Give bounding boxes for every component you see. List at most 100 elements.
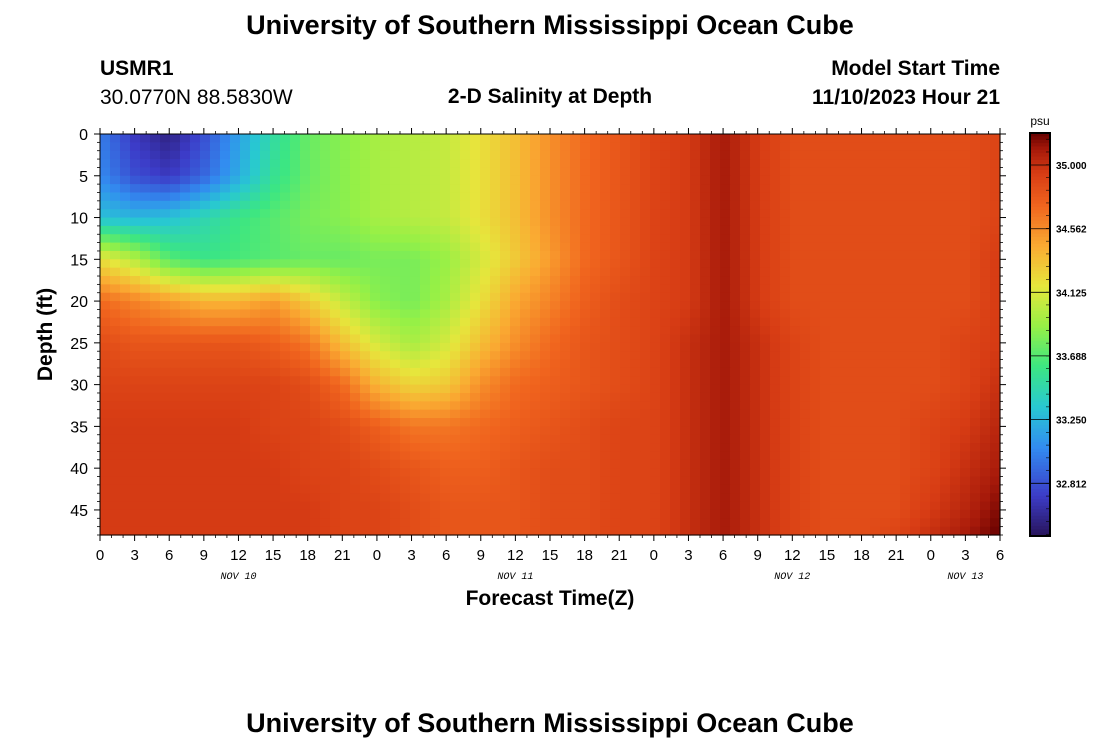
heatmap-cell	[580, 501, 591, 511]
heatmap-cell	[730, 351, 741, 361]
heatmap-cell	[410, 309, 421, 319]
heatmap-cell	[320, 418, 331, 427]
heatmap-cell	[880, 250, 891, 260]
heatmap-cell	[120, 150, 131, 160]
colorbar-swatch	[1030, 368, 1050, 373]
heatmap-cell	[230, 167, 241, 177]
heatmap-cell	[550, 401, 561, 411]
heatmap-cell	[890, 434, 901, 444]
heatmap-cell	[750, 225, 761, 235]
heatmap-cell	[790, 317, 801, 327]
heatmap-cell	[130, 267, 141, 277]
heatmap-cell	[110, 409, 121, 419]
heatmap-cell	[710, 493, 721, 503]
heatmap-cell	[610, 250, 621, 260]
heatmap-cell	[870, 209, 881, 219]
heatmap-cell	[930, 376, 941, 386]
heatmap-cell	[380, 334, 391, 344]
colorbar-frame	[1029, 132, 1051, 537]
heatmap-cell	[510, 150, 521, 160]
heatmap-cell	[230, 276, 241, 285]
heatmap-cell	[840, 184, 851, 194]
heatmap-cell	[900, 451, 911, 461]
heatmap-cell	[770, 292, 781, 302]
heatmap-cell	[850, 426, 861, 436]
heatmap-cell	[370, 401, 381, 411]
heatmap-cell	[610, 276, 621, 285]
heatmap-cell	[170, 443, 181, 453]
heatmap-cell	[630, 209, 641, 219]
heatmap-cell	[980, 142, 991, 152]
heatmap-cell	[340, 501, 351, 511]
heatmap-cell	[720, 418, 731, 427]
heatmap-cell	[950, 493, 961, 503]
heatmap-cell	[250, 159, 261, 169]
heatmap-cell	[280, 200, 291, 210]
heatmap-cell	[920, 292, 931, 302]
colorbar-swatch	[1030, 495, 1050, 500]
heatmap-cell	[270, 526, 281, 536]
heatmap-cell	[350, 484, 361, 494]
heatmap-cell	[440, 526, 451, 536]
heatmap-cell	[170, 359, 181, 369]
heatmap-cell	[590, 401, 601, 411]
heatmap-cell	[240, 301, 251, 311]
colorbar-units: psu	[1030, 114, 1049, 128]
heatmap-cell	[980, 309, 991, 319]
heatmap-cell	[580, 175, 591, 185]
heatmap-cell	[490, 501, 501, 511]
heatmap-cell	[210, 476, 221, 486]
heatmap-cell	[110, 418, 121, 427]
heatmap-cell	[570, 509, 581, 519]
heatmap-cell	[340, 434, 351, 444]
colorbar-swatch	[1030, 280, 1050, 285]
heatmap-cell	[860, 250, 871, 260]
heatmap-cell	[450, 443, 461, 453]
heatmap-cell	[210, 167, 221, 177]
heatmap-cell	[730, 259, 741, 269]
heatmap-cell	[560, 276, 571, 285]
heatmap-cell	[150, 409, 161, 419]
heatmap-cell	[470, 526, 481, 536]
heatmap-cell	[630, 367, 641, 377]
heatmap-cell	[820, 142, 831, 152]
colorbar-swatch	[1030, 425, 1050, 430]
heatmap-cell	[140, 225, 151, 235]
heatmap-cell	[940, 384, 951, 394]
heatmap-cell	[650, 225, 661, 235]
heatmap-cell	[690, 150, 701, 160]
heatmap-cell	[640, 501, 651, 511]
heatmap-cell	[150, 526, 161, 536]
heatmap-cell	[430, 200, 441, 210]
heatmap-cell	[790, 234, 801, 244]
heatmap-cell	[410, 250, 421, 260]
heatmap-cell	[840, 401, 851, 411]
heatmap-cell	[620, 468, 631, 478]
colorbar-swatch	[1030, 435, 1050, 440]
heatmap-cell	[670, 276, 681, 285]
heatmap-cell	[120, 434, 131, 444]
heatmap-cell	[860, 493, 871, 503]
heatmap-cell	[870, 150, 881, 160]
heatmap-cell	[480, 284, 491, 294]
heatmap-cell	[820, 392, 831, 402]
heatmap-cell	[790, 501, 801, 511]
heatmap-cell	[690, 217, 701, 227]
heatmap-cell	[800, 301, 811, 311]
heatmap-cell	[240, 200, 251, 210]
heatmap-cell	[690, 426, 701, 436]
heatmap-cell	[360, 284, 371, 294]
heatmap-cell	[650, 484, 661, 494]
heatmap-cell	[460, 284, 471, 294]
heatmap-cell	[630, 192, 641, 202]
heatmap-cell	[170, 309, 181, 319]
heatmap-cell	[590, 376, 601, 386]
heatmap-cell	[460, 418, 471, 427]
heatmap-cell	[900, 292, 911, 302]
heatmap-cell	[460, 326, 471, 336]
heatmap-cell	[940, 167, 951, 177]
heatmap-cell	[210, 367, 221, 377]
heatmap-cell	[160, 526, 171, 536]
heatmap-cell	[180, 259, 191, 269]
heatmap-cell	[290, 409, 301, 419]
